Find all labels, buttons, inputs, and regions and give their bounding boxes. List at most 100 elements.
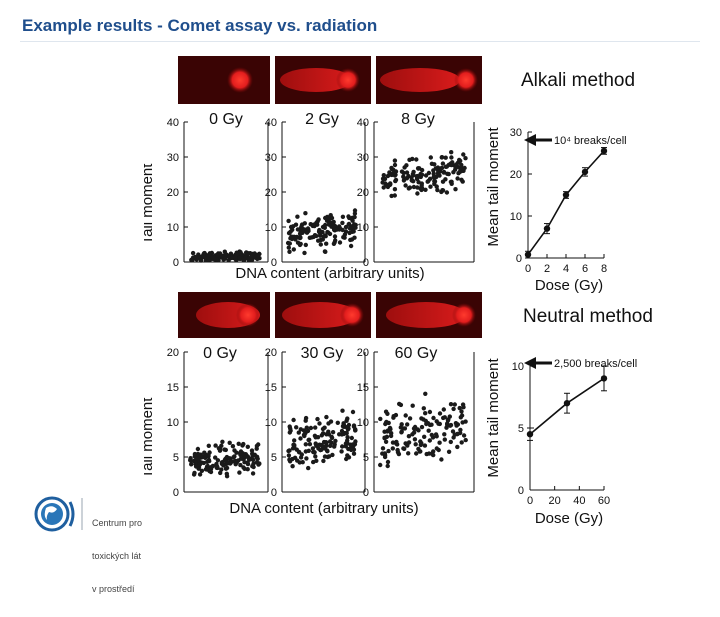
neutral-scatter-point	[238, 462, 243, 468]
alkali-scatter-point	[443, 155, 448, 160]
alkali-scatter-point	[391, 167, 396, 172]
neutral-scatter-point	[324, 414, 329, 420]
neutral-scatter-point	[251, 461, 256, 466]
neutral-scatter-point	[298, 436, 303, 441]
alkali-scatter-point	[423, 173, 429, 178]
neutral-scatter-point	[351, 451, 357, 456]
neutral-scatter-point	[230, 444, 236, 449]
alkali-series-label-2: 8 Gy	[401, 111, 435, 128]
alkali-scatter-point	[440, 188, 446, 193]
neutral-scatter-point	[234, 450, 239, 455]
neutral-scatter-point	[389, 431, 394, 436]
alkali-dose-point	[600, 147, 608, 155]
alkali-scatter-point	[210, 254, 216, 259]
neutral-scatter-point	[254, 460, 260, 465]
alkali-scatter-point	[198, 258, 204, 263]
neutral-scatter-point	[442, 437, 447, 442]
alkali-scatter-xlabel: DNA content (arbitrary units)	[235, 265, 424, 282]
neutral-scatter-point	[405, 422, 410, 427]
neutral-scatter-point	[455, 444, 460, 450]
alkali-dose-y-tick-label: 10	[510, 211, 522, 223]
alkali-scatter-point	[190, 250, 196, 256]
neutral-scatter-point	[243, 454, 248, 460]
neutral-scatter-point	[402, 446, 407, 451]
neutral-scatter-point	[254, 446, 259, 451]
neutral-scatter-point	[307, 442, 313, 447]
alkali-scatter-point	[293, 222, 299, 227]
alkali-scatter-point	[286, 245, 291, 250]
neutral-scatter-point	[304, 425, 309, 430]
alkali-scatter-ylabel: Tail moment	[144, 163, 156, 245]
neutral-dose-y-tick-label: 10	[512, 361, 524, 373]
neutral-scatter-point	[385, 459, 391, 465]
alkali-dose-x-tick-label: 8	[601, 263, 607, 275]
neutral-annotation: 2,500 breaks/cell	[554, 358, 637, 370]
alkali-scatter-point	[433, 174, 439, 180]
alkali-scatter-point	[337, 240, 343, 245]
neutral-scatter-point	[397, 401, 402, 407]
alkali-scatter-point	[382, 176, 388, 182]
neutral-scatter-point	[311, 449, 316, 455]
alkali-scatter-point	[291, 235, 296, 240]
neutral-scatter-point	[341, 424, 346, 429]
comet-image-0gy	[178, 56, 270, 104]
neutral-scatter-point	[308, 425, 314, 431]
neutral-scatter-point	[437, 421, 442, 427]
alkali-scatter-point	[189, 257, 194, 263]
neutral-scatter-point	[426, 428, 431, 433]
comet-tail	[386, 302, 466, 328]
alkali-dose-x-tick-label: 4	[563, 263, 569, 275]
logo-line-2: toxických lát	[92, 551, 142, 561]
alkali-scatter-point	[307, 235, 312, 240]
alkali-scatter-point	[392, 158, 398, 163]
neutral-scatter-point	[197, 472, 203, 477]
neutral-scatter-point	[419, 424, 425, 430]
alkali-scatter-point	[206, 253, 212, 258]
alkali-scatter-point	[419, 187, 424, 193]
neutral-scatter-point	[213, 455, 218, 460]
neutral-scatter-point	[250, 471, 256, 476]
alkali-scatter-point	[322, 225, 327, 230]
neutral-dose-x-tick-label: 60	[598, 495, 610, 507]
alkali-scatter-point	[459, 162, 464, 168]
neutral-scatter-point	[458, 427, 463, 433]
alkali-scatter-y-tick-label: 30	[357, 152, 369, 164]
alkali-scatter-point	[431, 168, 436, 173]
alkali-scatter-point	[349, 225, 354, 231]
neutral-scatter-point	[227, 440, 232, 445]
neutral-dose-ylabel: Mean tail moment	[485, 358, 502, 478]
alkali-scatter-point	[249, 254, 254, 259]
alkali-scatter-point	[455, 176, 460, 181]
neutral-scatter-point	[329, 435, 335, 440]
neutral-scatter-point	[394, 441, 399, 446]
neutral-scatter-point	[340, 408, 345, 413]
neutral-scatter-point	[380, 446, 386, 451]
neutral-scatter-point	[391, 415, 396, 420]
alkali-dose-point	[581, 168, 589, 176]
alkali-scatter-point	[403, 183, 408, 188]
alkali-dose-point	[524, 251, 532, 258]
neutral-scatter-point	[319, 442, 324, 448]
neutral-scatter-point	[199, 468, 205, 473]
neutral-scatter-point	[446, 449, 452, 454]
neutral-scatter-point	[195, 456, 201, 461]
neutral-scatter-point	[327, 439, 333, 444]
neutral-scatter-point	[292, 455, 298, 460]
neutral-scatter-point	[414, 451, 419, 456]
alkali-scatter-point	[444, 190, 450, 195]
neutral-series-label-1: 30 Gy	[301, 345, 344, 362]
alkali-series-label-1: 2 Gy	[305, 111, 339, 128]
neutral-scatter-point	[442, 415, 447, 420]
neutral-scatter-point	[412, 437, 418, 442]
alkali-scatter-point	[237, 255, 242, 260]
alkali-dose-y-tick-label: 30	[510, 127, 522, 139]
neutral-scatter-point	[421, 406, 426, 411]
alkali-scatter-point	[458, 158, 463, 164]
alkali-scatter-point	[303, 211, 308, 216]
comet-tail	[280, 68, 352, 92]
alkali-scatter-point	[229, 255, 234, 260]
alkali-scatter-y-tick-label: 0	[173, 257, 179, 269]
neutral-scatter-point	[351, 447, 357, 452]
neutral-scatter-point	[304, 456, 309, 461]
neutral-scatter-point	[450, 429, 456, 434]
